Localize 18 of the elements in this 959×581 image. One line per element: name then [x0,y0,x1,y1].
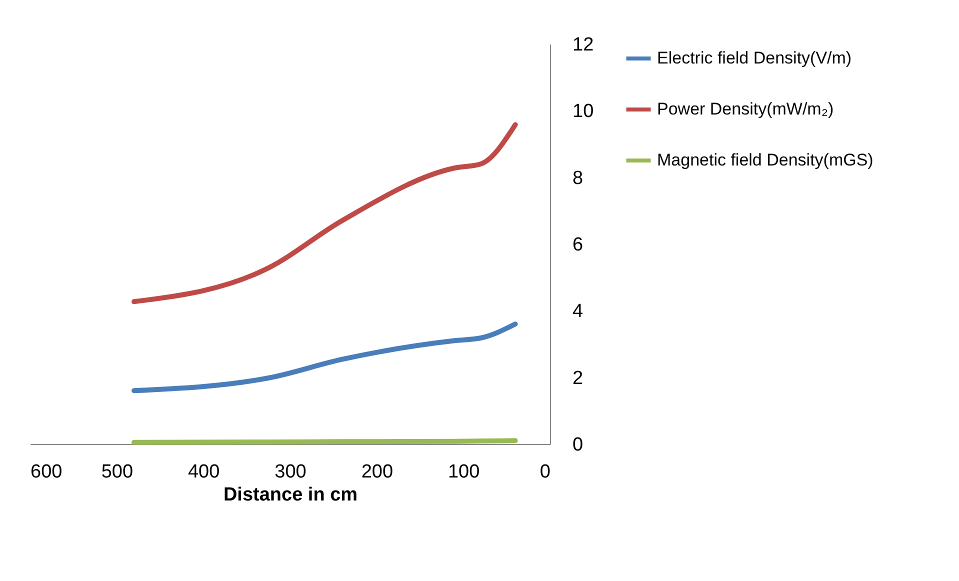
x-tick-label: 0 [540,462,550,482]
y-tick-label: 8 [572,168,584,189]
x-tick-label: 200 [361,462,394,482]
x-tick-label: 300 [274,462,306,482]
x-tick-label: 500 [101,462,134,482]
y-tick-label: 12 [572,34,594,56]
y-tick-label: 0 [572,434,584,456]
x-tick-label: 100 [448,462,480,482]
legend-label: Electric field Density(V/m) [657,48,852,68]
y-tick-label: 6 [572,234,584,256]
x-tick-label: 600 [30,462,62,482]
legend-label: Power Density(mW/m₂) [657,100,834,118]
y-tick-label: 2 [572,368,584,389]
x-tick-label: 400 [188,462,220,482]
legend-label: Magnetic field Density(mGS) [657,150,874,170]
y-tick-label: 10 [572,101,594,122]
x-axis-title: Distance in cm [223,484,358,506]
y-tick-label: 4 [572,301,584,322]
